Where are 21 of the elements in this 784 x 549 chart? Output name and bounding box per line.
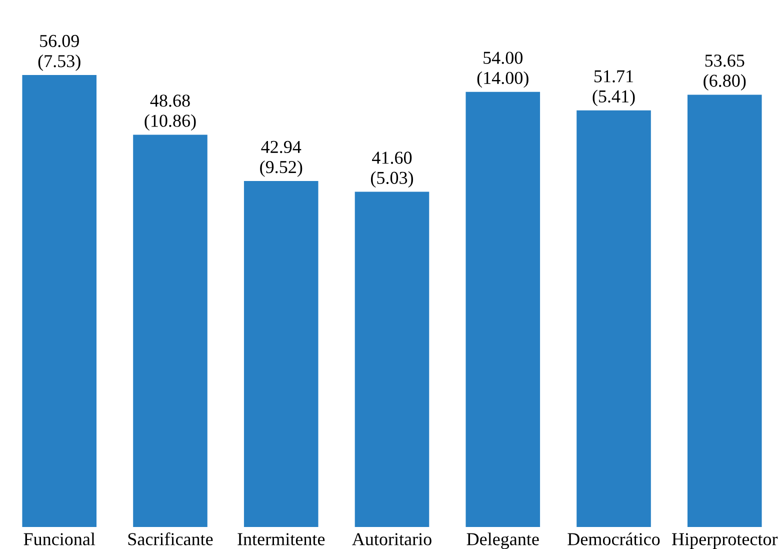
data-label: 56.09 (7.53): [38, 34, 80, 71]
data-label: 54.00 (14.00): [477, 52, 528, 88]
data-label: 48.68 (10.86): [144, 94, 196, 131]
bar: [354, 192, 430, 528]
x-tick-label: Intermitente: [238, 533, 325, 546]
x-tick-label: Funcional: [24, 532, 96, 546]
x-tick-label: Autoritario: [352, 533, 432, 546]
data-label: 51.71 (5.41): [592, 70, 635, 106]
x-tick-label: Hiperprotector: [672, 533, 778, 549]
bar: [466, 92, 540, 528]
data-label: 41.60 (5.03): [370, 152, 414, 188]
bar: [133, 134, 208, 528]
data-label: 42.94 (9.52): [260, 140, 302, 177]
bar: [22, 75, 97, 528]
x-tick-label: Delegante: [466, 532, 539, 549]
bar: [244, 181, 318, 528]
bar: [687, 94, 762, 528]
bar: [576, 110, 651, 528]
x-tick-label: Sacrificante: [128, 532, 213, 546]
x-tick-label: Democrático: [568, 532, 660, 546]
data-label: 53.65 (6.80): [704, 54, 746, 91]
